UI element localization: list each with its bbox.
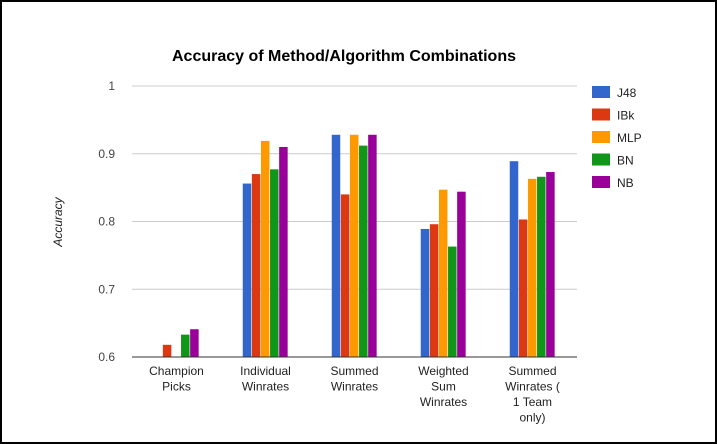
bar-bn-1 [270, 169, 279, 357]
bar-mlp-2 [349, 134, 359, 357]
bar-mlp-1 [260, 140, 270, 357]
bar-mlp-4 [527, 178, 537, 357]
y-tick-label: 1 [108, 79, 115, 93]
x-tick-label-line: Winrates [420, 395, 467, 409]
bar-j48-4 [509, 161, 519, 357]
bar-nb-3 [457, 191, 466, 357]
bar-bn-4 [537, 176, 546, 357]
legend-swatch-ibk [592, 108, 610, 121]
x-tick-label-line: Picks [162, 380, 191, 394]
x-tick-label: Summed Winrates [330, 364, 378, 394]
bar-ibk-3 [429, 224, 439, 357]
bar-bn-3 [448, 246, 457, 357]
x-tick-label-line: only) [519, 411, 545, 425]
legend-swatch-j48 [592, 86, 610, 98]
bar-nb-0 [190, 329, 199, 357]
bar-bn-0 [181, 334, 190, 357]
bar-mlp-3 [438, 189, 448, 357]
x-tick-label-line: Winrates ( [505, 380, 560, 394]
legend-label-nb: NB [617, 176, 634, 190]
legend-label-bn: BN [617, 154, 634, 168]
x-tick-label: Individual Winrates [240, 364, 291, 394]
bar-ibk-1 [251, 174, 261, 357]
legend-label-mlp: MLP [617, 131, 642, 145]
y-tick-label: 0.8 [98, 215, 115, 229]
x-tick-label-line: Winrates [242, 380, 289, 394]
bar-j48-2 [331, 134, 341, 357]
x-tick-label: Champion Picks [149, 364, 204, 394]
x-tick-label-line: 1 Team [513, 395, 552, 409]
bar-nb-2 [368, 134, 377, 357]
bar-bn-2 [359, 145, 368, 357]
y-axis-ticks: 1 0.9 0.8 0.7 0.6 [98, 79, 115, 364]
legend-swatch-nb [592, 176, 610, 188]
bar-nb-1 [279, 146, 288, 357]
x-tick-label-line: Sum [431, 380, 456, 394]
legend-label-j48: J48 [617, 86, 637, 100]
bars [162, 134, 555, 357]
y-tick-label: 0.7 [98, 282, 115, 296]
x-tick-label: Weighted Sum Winrates [418, 364, 468, 409]
legend-label-ibk: IBk [617, 109, 635, 123]
y-axis-label: Accuracy [51, 196, 65, 247]
x-axis-ticks: Champion Picks Individual Winrates Summed Win… [149, 364, 560, 425]
x-tick-label-line: Individual [240, 364, 291, 378]
y-tick-label: 0.6 [98, 350, 115, 364]
x-tick-label-line: Weighted [418, 364, 468, 378]
bar-j48-1 [242, 183, 252, 357]
x-tick-label-line: Winrates [331, 380, 378, 394]
chart-title: Accuracy of Method/Algorithm Combination… [172, 48, 516, 65]
x-tick-label-line: Summed [508, 364, 556, 378]
bar-nb-4 [546, 172, 555, 357]
x-tick-label-line: Champion [149, 364, 204, 378]
legend-swatch-mlp [592, 131, 610, 143]
y-tick-label: 0.9 [98, 147, 115, 161]
bar-ibk-2 [340, 194, 350, 357]
x-tick-label: Summed Winrates (1 Team only) [505, 364, 560, 425]
x-tick-label-line: Summed [330, 364, 378, 378]
legend: J48 IBk MLP BN NB [592, 86, 642, 190]
bar-ibk-0 [162, 344, 172, 357]
bar-ibk-4 [518, 219, 528, 357]
legend-swatch-bn [592, 153, 610, 166]
bar-j48-3 [420, 228, 430, 357]
